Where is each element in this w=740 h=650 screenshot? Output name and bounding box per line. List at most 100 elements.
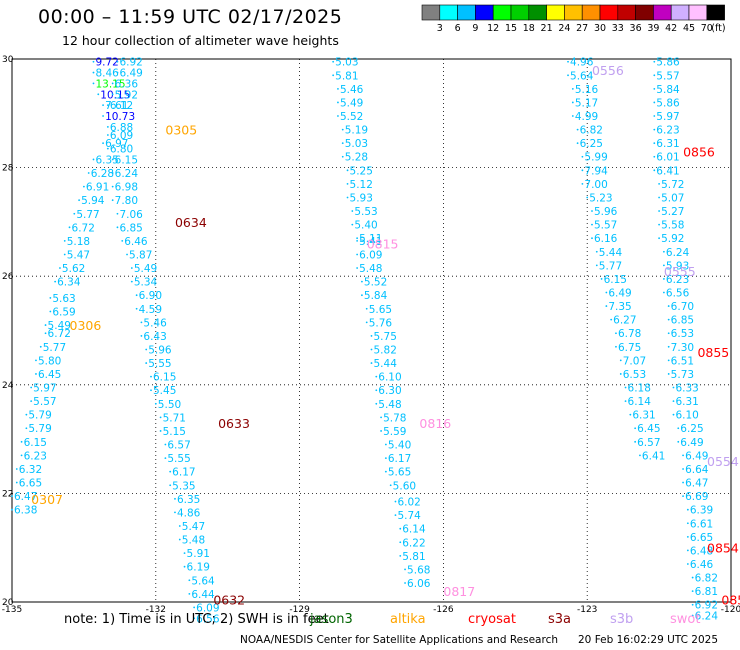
track-point bbox=[135, 294, 138, 297]
wave-height-value: 13.15 bbox=[95, 78, 125, 90]
wave-height-value: 6.91 bbox=[86, 182, 109, 194]
track-point bbox=[615, 345, 617, 348]
wave-height-value: 6.85 bbox=[119, 222, 142, 234]
track-point bbox=[691, 614, 694, 617]
track-point bbox=[25, 427, 28, 430]
track-point bbox=[667, 332, 670, 335]
colorbar-swatch bbox=[457, 4, 476, 21]
wave-height-value: 5.84 bbox=[656, 84, 680, 96]
track-point bbox=[662, 264, 665, 267]
track-point bbox=[188, 579, 191, 582]
track-point bbox=[581, 169, 584, 172]
track-point bbox=[178, 538, 181, 541]
track-point bbox=[92, 158, 95, 161]
colorbar-swatch bbox=[439, 4, 458, 21]
track-point bbox=[384, 470, 387, 473]
wave-height-value: 5.46 bbox=[340, 84, 364, 96]
track-point bbox=[49, 310, 52, 313]
track-point bbox=[351, 210, 354, 212]
track-point bbox=[73, 212, 76, 215]
wave-height-value: 5.86 bbox=[656, 97, 680, 109]
wave-height-value: 6.45 bbox=[637, 423, 660, 435]
wave-height-value: 6.33 bbox=[675, 383, 698, 395]
wave-height-value: 6.24 bbox=[115, 168, 139, 180]
lon-tick-label: -123 bbox=[577, 605, 597, 615]
lat-tick-label: 30 bbox=[2, 55, 14, 65]
wave-height-value: 6.14 bbox=[628, 396, 652, 408]
track-point bbox=[164, 457, 167, 460]
track-point bbox=[591, 210, 593, 212]
wave-height-value: 6.38 bbox=[14, 505, 37, 517]
track-point bbox=[346, 182, 349, 185]
wave-height-value: 6.78 bbox=[618, 328, 641, 340]
track-point bbox=[44, 332, 47, 335]
track-point bbox=[672, 413, 675, 416]
wave-height-value: 5.49 bbox=[134, 263, 157, 275]
wave-height-value: 6.53 bbox=[623, 369, 646, 381]
wave-height-value: 5.17 bbox=[575, 97, 598, 109]
track-point bbox=[111, 93, 114, 96]
track-point bbox=[677, 427, 680, 430]
track-point bbox=[15, 481, 18, 484]
wave-height-value: 5.44 bbox=[374, 358, 398, 370]
wave-height-value: 5.52 bbox=[364, 277, 387, 289]
wave-height-value: 6.34 bbox=[57, 277, 81, 289]
map-frame bbox=[11, 58, 732, 603]
track-point bbox=[662, 250, 665, 253]
wave-height-value: 5.52 bbox=[340, 111, 363, 123]
track-point bbox=[130, 280, 133, 283]
wave-height-value: 6.10 bbox=[378, 372, 401, 384]
wave-height-value: 5.63 bbox=[52, 293, 75, 305]
wave-height-value: 6.65 bbox=[19, 478, 42, 490]
wave-height-value: 5.64 bbox=[191, 575, 215, 587]
wave-height-value: 5.40 bbox=[354, 220, 377, 232]
wave-height-value: 6.14 bbox=[402, 524, 426, 536]
wave-height-value: 5.47 bbox=[67, 249, 90, 261]
track-point bbox=[78, 199, 81, 202]
pass-time-label: 0633 bbox=[218, 416, 250, 431]
track-point bbox=[346, 169, 349, 172]
wave-height-value: 6.09 bbox=[196, 602, 219, 614]
wave-height-value: 6.56 bbox=[666, 287, 690, 299]
track-point bbox=[389, 484, 392, 487]
pass-time-label: 0815 bbox=[367, 237, 399, 252]
wave-height-value: 6.49 bbox=[608, 287, 631, 299]
track-point bbox=[102, 142, 104, 145]
colorbar-tick-label: 18 bbox=[523, 23, 535, 34]
wave-height-value: 7.35 bbox=[608, 301, 631, 313]
pass-time-label: 0306 bbox=[70, 318, 102, 333]
track-point bbox=[682, 481, 684, 484]
track-point bbox=[174, 511, 176, 514]
wave-height-value: 5.57 bbox=[594, 220, 617, 232]
wave-height-value: 5.55 bbox=[148, 358, 171, 370]
wave-height-value: 5.93 bbox=[350, 192, 373, 204]
wave-height-value: 6.41 bbox=[656, 165, 679, 177]
wave-height-value: 6.15 bbox=[153, 372, 176, 384]
wave-height-value: 5.91 bbox=[187, 548, 210, 560]
wave-height-value: 6.80 bbox=[110, 144, 133, 156]
track-point bbox=[571, 101, 574, 104]
wave-height-value: 10.15 bbox=[100, 89, 130, 101]
track-point bbox=[97, 93, 100, 96]
track-point bbox=[380, 416, 382, 419]
track-point bbox=[193, 617, 196, 620]
track-point bbox=[691, 590, 694, 593]
track-point bbox=[653, 87, 656, 90]
track-point bbox=[63, 240, 66, 242]
wave-height-value: 7.61 bbox=[105, 100, 128, 112]
track-point bbox=[106, 134, 109, 136]
wave-height-value: 5.40 bbox=[388, 440, 411, 452]
track-point bbox=[140, 321, 143, 324]
track-point bbox=[356, 237, 359, 240]
wave-height-value: 5.03 bbox=[335, 57, 358, 69]
wave-height-value: 6.61 bbox=[690, 518, 713, 530]
wave-height-value: 5.60 bbox=[393, 480, 416, 492]
wave-height-value: 5.35 bbox=[172, 480, 195, 492]
wave-height-value: 5.79 bbox=[28, 423, 51, 435]
lat-tick-label: 28 bbox=[2, 164, 14, 174]
wave-height-value: 6.51 bbox=[671, 355, 694, 367]
colorbar-swatch bbox=[653, 4, 672, 21]
track-point bbox=[193, 606, 196, 609]
wave-height-value: 5.50 bbox=[158, 399, 181, 411]
